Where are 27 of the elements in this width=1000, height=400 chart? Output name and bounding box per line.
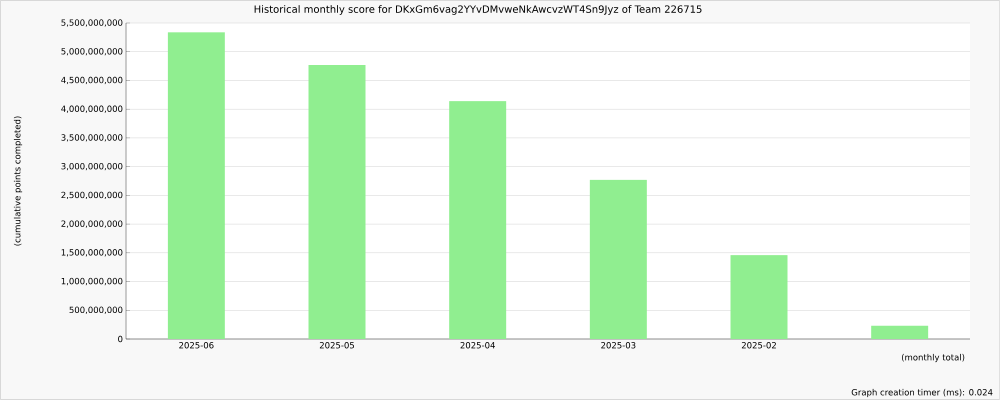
y-tick-label: 3,500,000,000 — [61, 134, 122, 142]
bar — [590, 180, 647, 339]
y-tick-label: 2,500,000,000 — [61, 192, 122, 200]
bar — [308, 64, 366, 339]
bar — [730, 255, 788, 339]
y-tick-label: 5,000,000,000 — [61, 48, 122, 56]
text: Graph creation timer (ms): 0.024 — [852, 388, 992, 398]
y-axis-title: (cumulative points completed) — [14, 116, 22, 246]
bar — [449, 101, 506, 339]
y-tick-label: 1,000,000,000 — [62, 278, 122, 286]
y-tick-label: 1,500,000,000 — [62, 249, 122, 256]
x-tick-label: 2025-04 — [460, 342, 495, 348]
y-tick-label: 2,000,000,000 — [61, 220, 122, 228]
y-tick-label: 4,000,000,000 — [61, 106, 122, 113]
bar — [871, 326, 928, 339]
y-tick-label: 0 — [118, 336, 122, 342]
x-tick-label: 2025-05 — [320, 342, 354, 348]
y-tick-label: 4,500,000,000 — [61, 76, 122, 84]
x-tick-label: 2025-06 — [179, 342, 214, 348]
x-tick-label: 2025-03 — [601, 342, 636, 348]
y-tick-label: 500,000,000 — [70, 306, 122, 314]
y-tick-label: 3,000,000,000 — [61, 162, 122, 170]
x-tick-label: 2025-02 — [742, 342, 776, 348]
y-tick-label: 5,500,000,000 — [61, 19, 122, 27]
chart-title: Historical monthly score for DKxGm6vag2YYvDMvweNkAwcvzWT4Sn9Jyz of Team 226715 — [254, 5, 702, 15]
x-axis-title: (monthly total) — [902, 354, 964, 362]
bar — [168, 32, 225, 339]
